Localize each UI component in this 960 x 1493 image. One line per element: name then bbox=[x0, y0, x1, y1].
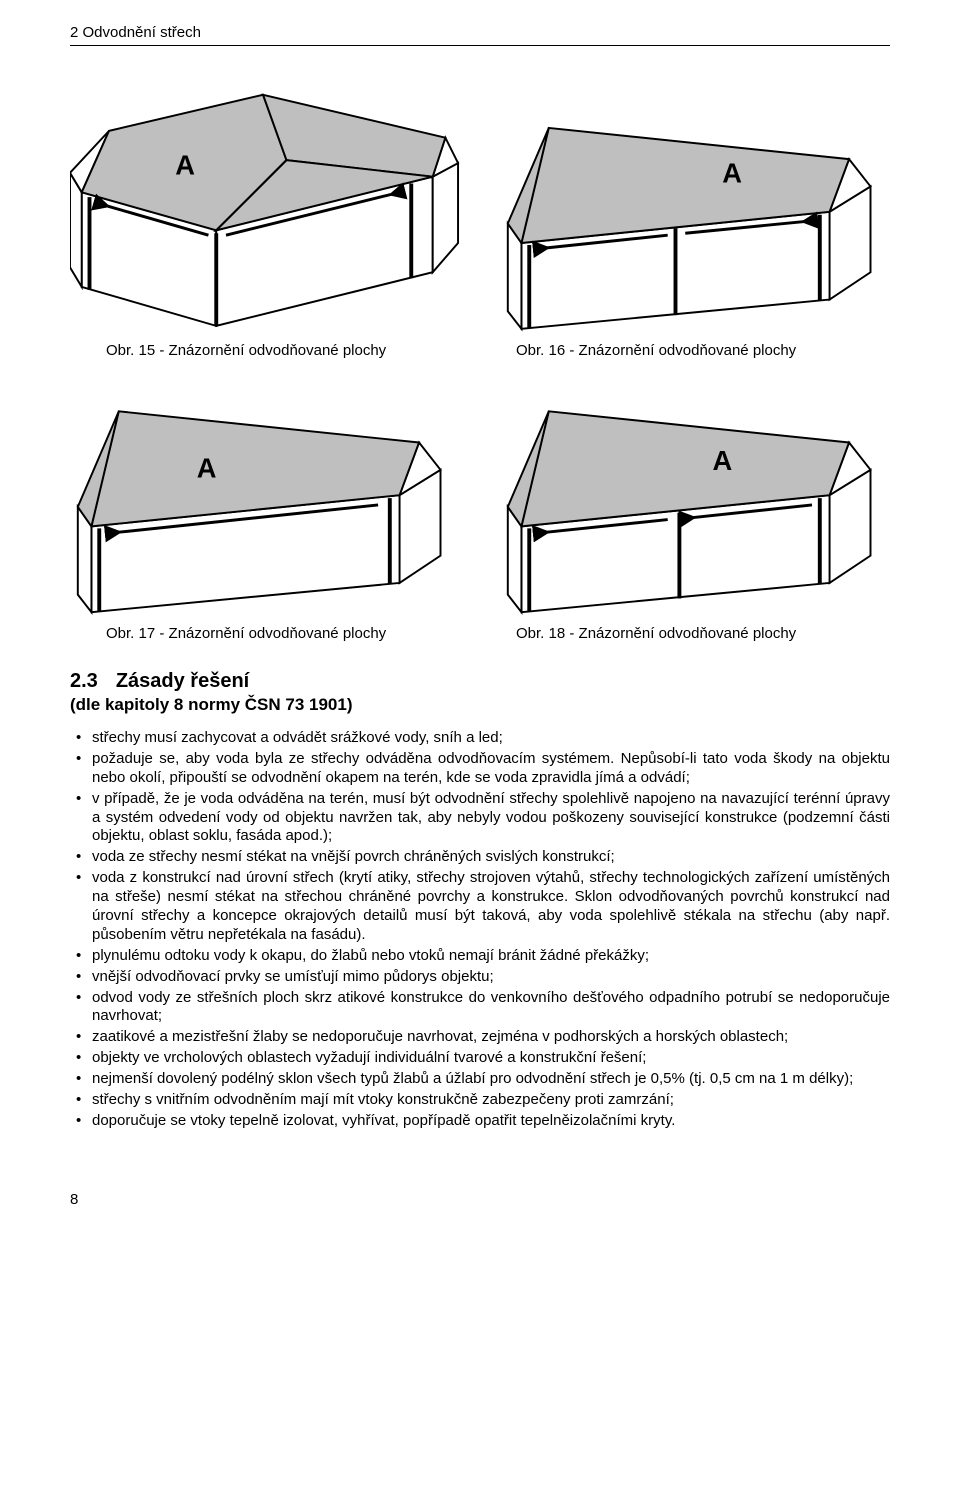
list-item: zaatikové a mezistřešní žlaby se nedopor… bbox=[70, 1028, 890, 1047]
section-subtitle: (dle kapitoly 8 normy ČSN 73 1901) bbox=[70, 695, 890, 715]
list-item: plynulému odtoku vody k okapu, do žlabů … bbox=[70, 947, 890, 966]
list-item: požaduje se, aby voda byla ze střechy od… bbox=[70, 750, 890, 788]
figure-16-caption: Obr. 16 - Znázornění odvodňované plochy bbox=[480, 342, 890, 359]
chapter-title: 2 Odvodnění střech bbox=[70, 24, 201, 41]
page-number: 8 bbox=[70, 1191, 890, 1208]
figure-15-label: A bbox=[175, 150, 195, 181]
list-item: střechy s vnitřním odvodněním mají mít v… bbox=[70, 1091, 890, 1110]
list-item: vnější odvodňovací prvky se umísťují mim… bbox=[70, 968, 890, 987]
figure-row-2: A A bbox=[70, 387, 890, 617]
figure-17-caption: Obr. 17 - Znázornění odvodňované plochy bbox=[70, 625, 480, 642]
page-header: 2 Odvodnění střech bbox=[70, 24, 890, 46]
principles-list: střechy musí zachycovat a odvádět srážko… bbox=[70, 729, 890, 1131]
figure-16-label: A bbox=[722, 158, 742, 189]
list-item: střechy musí zachycovat a odvádět srážko… bbox=[70, 729, 890, 748]
list-item: nejmenší dovolený podélný sklon všech ty… bbox=[70, 1070, 890, 1089]
figure-18: A bbox=[500, 387, 890, 617]
list-item: voda z konstrukcí nad úrovní střech (kry… bbox=[70, 869, 890, 945]
figure-15: A bbox=[70, 74, 460, 334]
figure-16: A bbox=[500, 74, 890, 334]
section-heading: 2.3 Zásady řešení bbox=[70, 670, 890, 693]
list-item: v případě, že je voda odváděna na terén,… bbox=[70, 790, 890, 847]
figure-15-caption: Obr. 15 - Znázornění odvodňované plochy bbox=[70, 342, 480, 359]
list-item: doporučuje se vtoky tepelně izolovat, vy… bbox=[70, 1112, 890, 1131]
figure-row-1: A A bbox=[70, 74, 890, 334]
caption-row-2: Obr. 17 - Znázornění odvodňované plochy … bbox=[70, 625, 890, 642]
figure-17-label: A bbox=[197, 453, 217, 484]
list-item: objekty ve vrcholových oblastech vyžaduj… bbox=[70, 1049, 890, 1068]
list-item: odvod vody ze střešních ploch skrz atiko… bbox=[70, 989, 890, 1027]
section-number: 2.3 bbox=[70, 670, 98, 693]
figure-18-caption: Obr. 18 - Znázornění odvodňované plochy bbox=[480, 625, 890, 642]
figure-18-label: A bbox=[713, 445, 733, 476]
section-title: Zásady řešení bbox=[116, 670, 249, 693]
list-item: voda ze střechy nesmí stékat na vnější p… bbox=[70, 848, 890, 867]
figure-17: A bbox=[70, 387, 460, 617]
caption-row-1: Obr. 15 - Znázornění odvodňované plochy … bbox=[70, 342, 890, 359]
